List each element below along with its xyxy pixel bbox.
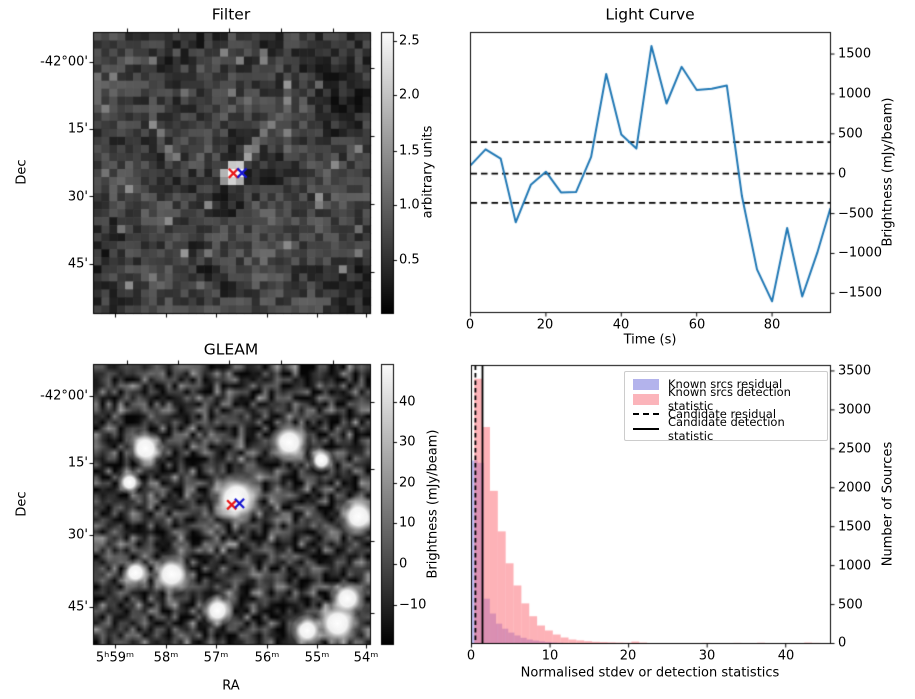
filter-cb-tick-3: 1.0 <box>399 197 420 213</box>
gleam-dec-tick-0: -42°00' <box>40 388 88 404</box>
legend-row-known-detstat: Known srcs detection statistic <box>633 385 821 413</box>
hist-y-tick-2: 2500 <box>838 441 872 457</box>
lc-y-tick-6: −1500 <box>838 285 882 301</box>
hist-y-tick-4: 1500 <box>838 519 872 535</box>
legend-row-candidate-detstat: Candidate detection statistic <box>633 415 821 443</box>
hist-x-tick-3: 30 <box>698 648 716 664</box>
lc-y-tick-0: 1500 <box>838 46 872 62</box>
gleam-dec-tick-3: 45' <box>67 599 88 615</box>
gleam-ra-tick-5: 54ᵐ <box>353 650 379 666</box>
hist-y-axis-label: Number of Sources <box>880 441 896 567</box>
hist-y-tick-3: 2000 <box>838 480 872 496</box>
lc-x-tick-4: 80 <box>763 317 781 333</box>
lc-y-axis-label: Brightness (mJy/beam) <box>880 97 896 247</box>
gleam-ra-tick-4: 55ᵐ <box>304 650 330 666</box>
lc-y-tick-3: 0 <box>838 166 847 182</box>
gleam-cb-tick-3: 10 <box>399 515 416 531</box>
gleam-ra-tick-1: 58ᵐ <box>153 650 179 666</box>
gleam-panel-title: GLEAM <box>203 340 259 359</box>
lc-y-tick-1: 1000 <box>838 86 872 102</box>
gleam-cb-tick-1: 30 <box>399 434 416 450</box>
hist-x-tick-0: 0 <box>466 648 476 664</box>
filter-dec-tick-3: 45' <box>67 256 88 272</box>
legend-label-known-residual: Known srcs residual <box>668 377 783 391</box>
gleam-ra-tick-3: 56ᵐ <box>254 650 280 666</box>
lc-x-tick-1: 20 <box>536 317 554 333</box>
hist-x-tick-4: 40 <box>777 648 795 664</box>
hist-y-tick-1: 3000 <box>838 402 872 418</box>
lc-y-tick-5: −1000 <box>838 245 882 261</box>
hist-x-tick-1: 10 <box>541 648 559 664</box>
filter-cb-tick-4: 0.5 <box>399 252 420 268</box>
lc-x-tick-3: 60 <box>688 317 706 333</box>
filter-y-axis-label: Dec <box>14 159 30 185</box>
lc-x-tick-2: 40 <box>612 317 630 333</box>
lc-y-tick-2: 500 <box>838 126 863 142</box>
legend-swatch-known-detstat <box>633 393 659 405</box>
gleam-cb-tick-4: 0 <box>399 556 408 572</box>
legend-label-candidate-detstat: Candidate detection statistic <box>668 415 785 443</box>
gleam-colorbar-label: Brightness (mJy/beam) <box>425 429 441 579</box>
legend-dashed-line-sample <box>633 413 659 415</box>
hist-y-tick-0: 3500 <box>838 363 872 379</box>
gleam-cb-tick-0: 40 <box>399 394 416 410</box>
lc-x-tick-0: 0 <box>465 317 475 333</box>
filter-colorbar-label: arbitrary units <box>420 125 436 219</box>
gleam-y-axis-label: Dec <box>14 491 30 517</box>
lc-y-tick-4: −500 <box>838 206 874 222</box>
legend-solid-line-sample <box>633 428 659 430</box>
hist-x-axis-label: Normalised stdev or detection statistics <box>520 665 780 681</box>
gleam-ra-tick-0: 5ʰ59ᵐ <box>95 650 135 666</box>
legend-swatch-known-residual <box>633 378 659 390</box>
filter-dec-tick-1: 15' <box>67 121 88 137</box>
hist-y-tick-7: 0 <box>838 635 847 651</box>
gleam-cb-tick-5: −10 <box>399 597 427 613</box>
filter-dec-tick-2: 30' <box>67 189 88 205</box>
histogram-legend: Known srcs residual Known srcs detection… <box>624 371 828 443</box>
gleam-x-axis-label: RA <box>222 678 240 694</box>
filter-cb-tick-0: 2.5 <box>399 33 420 49</box>
legend-row-candidate-residual: Candidate residual <box>633 407 821 421</box>
gleam-ra-tick-2: 57ᵐ <box>203 650 229 666</box>
legend-label-known-detstat: Known srcs detection statistic <box>668 385 791 413</box>
hist-x-tick-2: 20 <box>619 648 637 664</box>
filter-cb-tick-2: 1.5 <box>399 143 420 159</box>
hist-y-tick-5: 1000 <box>838 558 872 574</box>
gleam-dec-tick-2: 30' <box>67 527 88 543</box>
gleam-cb-tick-2: 20 <box>399 475 416 491</box>
legend-label-candidate-residual: Candidate residual <box>668 407 777 421</box>
filter-panel-title: Filter <box>211 5 251 24</box>
legend-row-known-residual: Known srcs residual <box>633 377 821 391</box>
light-curve-panel-title: Light Curve <box>605 5 695 24</box>
gleam-dec-tick-1: 15' <box>67 455 88 471</box>
filter-cb-tick-1: 2.0 <box>399 87 420 103</box>
filter-dec-tick-0: -42°00' <box>40 54 88 70</box>
hist-y-tick-6: 500 <box>838 597 863 613</box>
lc-x-axis-label: Time (s) <box>623 332 677 348</box>
